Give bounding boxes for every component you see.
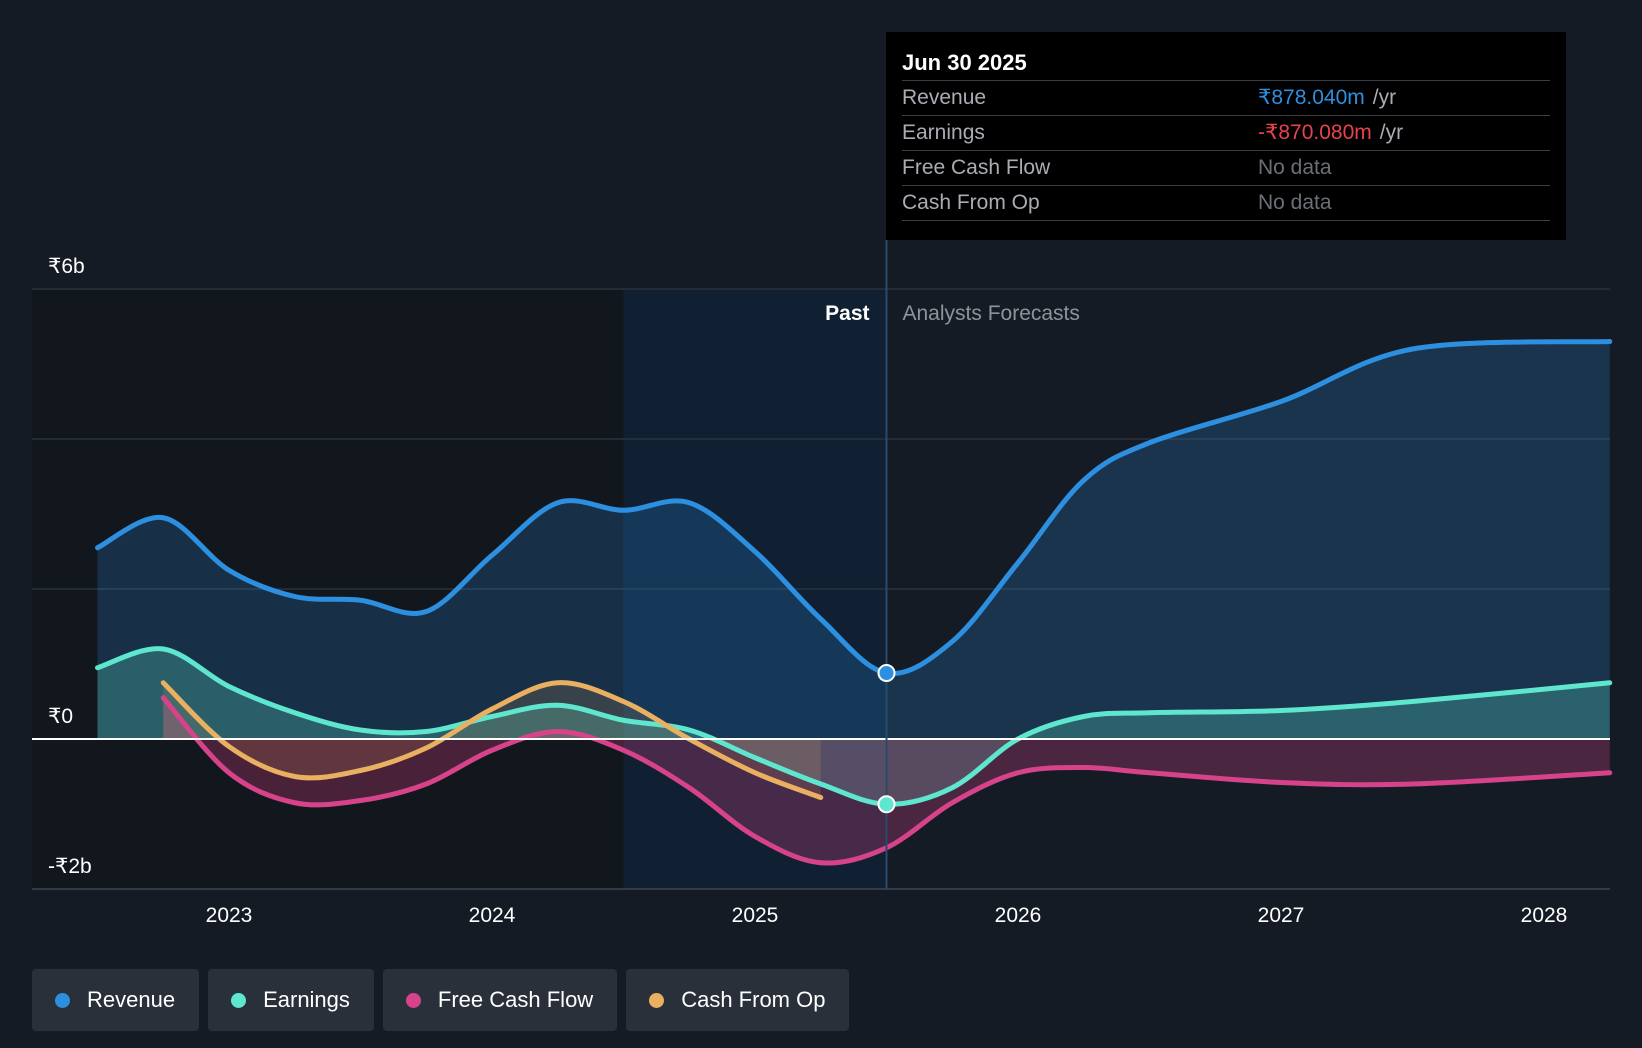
x-axis-label: 2026 <box>995 904 1042 927</box>
tooltip-value: -₹870.080m <box>1258 121 1372 144</box>
legend-label: Free Cash Flow <box>437 987 594 1012</box>
x-axis-label: 2024 <box>469 904 516 927</box>
earnings-area <box>97 648 1610 805</box>
tooltip-label: Earnings <box>902 121 985 144</box>
revenue-area <box>97 341 1610 739</box>
x-axis-label: 2028 <box>1521 904 1568 927</box>
y-axis-label: ₹0 <box>48 705 73 728</box>
earnings-dot-icon <box>231 992 247 1008</box>
tooltip-row-free-cash-flow: Free Cash Flow No data <box>902 151 1550 186</box>
x-axis-labels: 2023 2024 2025 2026 2027 2028 <box>206 904 1568 927</box>
y-axis-label: ₹6b <box>48 255 85 278</box>
current-markers <box>877 664 896 814</box>
y-axis-labels: ₹6b ₹0 -₹2b <box>48 255 92 878</box>
tooltip-row-cash-from-op: Cash From Op No data <box>902 186 1550 221</box>
cash-from-op-line <box>160 680 824 800</box>
tooltip-value: No data <box>1258 191 1332 214</box>
earnings-revenue-chart: ₹6b₹0-₹2b 2023 2024 2025 2026 2027 2028 Past … <box>32 240 1613 927</box>
tooltip-value: No data <box>1258 156 1332 179</box>
series-lines <box>95 339 1613 866</box>
gridlines <box>32 288 1610 890</box>
tooltip-label: Cash From Op <box>902 191 1040 214</box>
earnings-marker <box>877 795 896 814</box>
legend-item-free-cash-flow[interactable]: Free Cash Flow <box>382 969 618 1031</box>
legend-item-cash-from-op[interactable]: Cash From Op <box>626 969 850 1031</box>
legend-label: Earnings <box>263 987 350 1012</box>
revenue-line <box>95 339 1613 677</box>
tooltip-value: ₹878.040m <box>1258 86 1365 109</box>
x-axis-label: 2027 <box>1258 904 1305 927</box>
tooltip-row-revenue: Revenue ₹878.040m /yr <box>902 81 1550 116</box>
cash-from-op-area <box>163 682 821 798</box>
revenue-dot-icon <box>55 992 70 1008</box>
cash-from-op-dot-icon <box>649 992 665 1008</box>
legend-label: Cash From Op <box>681 987 826 1012</box>
tooltip-row-earnings: Earnings -₹870.080m /yr <box>902 116 1550 151</box>
revenue-marker <box>877 664 896 682</box>
tooltip-unit: /yr <box>1379 121 1404 144</box>
tooltip-date: Jun 30 2025 <box>902 46 1550 81</box>
earnings-line <box>95 646 1613 807</box>
y-axis-label: -₹2b <box>48 855 92 878</box>
x-axis-label: 2023 <box>206 904 253 927</box>
legend-item-revenue[interactable]: Revenue <box>32 969 200 1031</box>
legend-label: Revenue <box>87 987 176 1012</box>
free-cash-flow-line <box>160 695 1613 866</box>
x-axis-label: 2025 <box>732 904 779 927</box>
legend: Revenue Earnings Free Cash Flow Cash Fro… <box>32 969 850 1031</box>
tooltip-label: Revenue <box>902 86 987 109</box>
legend-item-earnings[interactable]: Earnings <box>208 969 374 1031</box>
tooltip: Jun 30 2025 Revenue ₹878.040m /yr Earnin… <box>886 32 1566 240</box>
free-cash-flow-dot-icon <box>405 992 421 1008</box>
forecast-label: Analysts Forecasts <box>903 302 1080 325</box>
tooltip-label: Free Cash Flow <box>902 156 1051 179</box>
tooltip-unit: /yr <box>1372 86 1397 109</box>
past-label: Past <box>825 302 869 325</box>
